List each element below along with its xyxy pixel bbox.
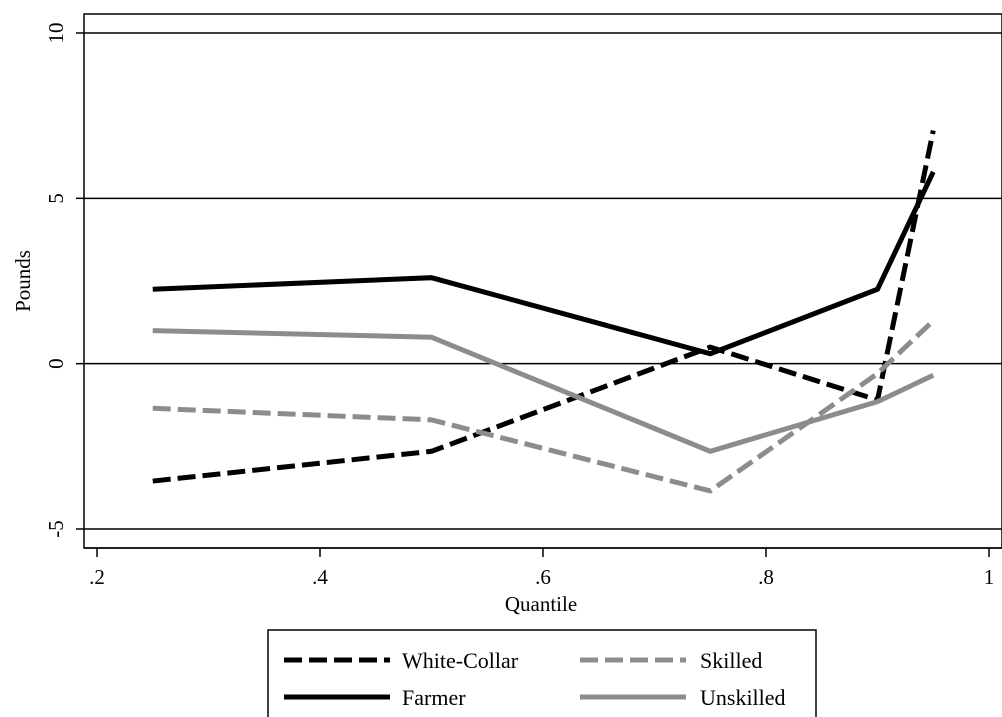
x-tick-label: .2 [89, 565, 105, 589]
axes: -5 0 5 10 .2 .4 .6 .8 1 [44, 23, 1002, 589]
y-tick-label: 10 [44, 23, 68, 44]
x-tick-label: .6 [535, 565, 551, 589]
x-tick-label: .8 [758, 565, 774, 589]
series-line-unskilled [152, 328, 935, 454]
y-axis-title: Pounds [11, 250, 35, 312]
y-tick-label: 0 [44, 358, 68, 369]
plot-area [83, 13, 1002, 549]
y-tick-label: 5 [44, 193, 68, 204]
series-line-farmer [152, 170, 936, 357]
gridlines [84, 32, 1002, 530]
legend: White-Collar Skilled Farmer Unskilled [267, 629, 817, 717]
series-lines [152, 130, 936, 494]
series-line-skilled [152, 318, 935, 494]
legend-label-farmer: Farmer [402, 685, 466, 710]
x-axis-title: Quantile [505, 592, 577, 616]
y-tick-label: -5 [44, 520, 68, 538]
legend-label-unskilled: Unskilled [700, 685, 786, 710]
legend-label-white-collar: White-Collar [402, 648, 519, 673]
x-tick-label: 1 [984, 565, 995, 589]
legend-label-skilled: Skilled [700, 648, 762, 673]
x-tick-label: .4 [312, 565, 328, 589]
legend-box [267, 629, 817, 717]
series-line-white-collar [152, 130, 936, 484]
